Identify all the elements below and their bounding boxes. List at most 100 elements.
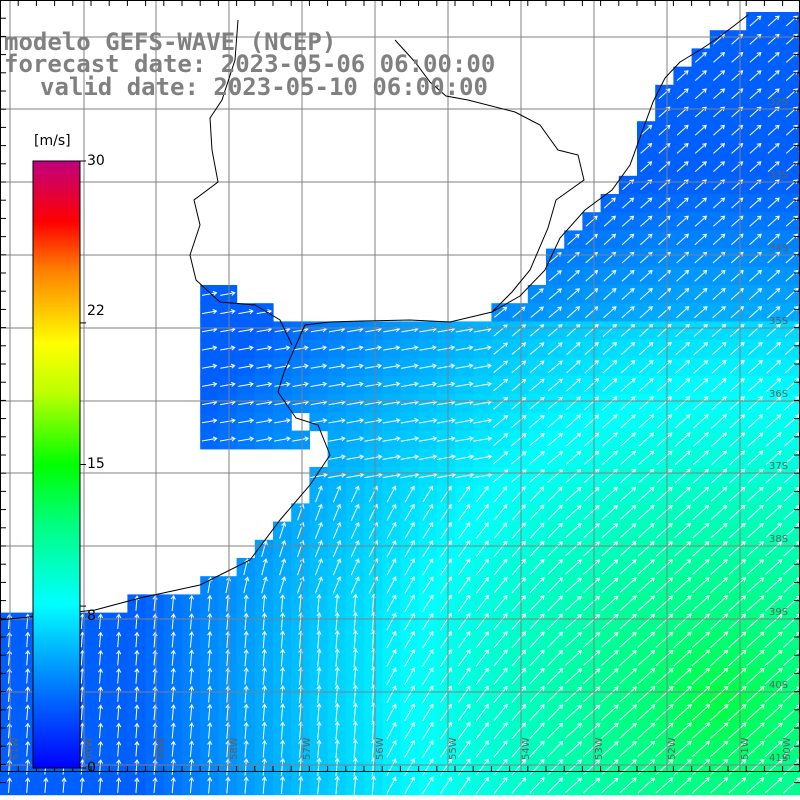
wind-arrow-head [261, 721, 267, 727]
wind-arrow-shaft [280, 631, 284, 649]
wind-arrow-shaft [674, 468, 691, 484]
wind-arrow [564, 722, 583, 739]
wind-arrow-shaft [728, 631, 747, 648]
wind-arrow-head [612, 341, 618, 347]
wind-arrow [494, 504, 508, 521]
wind-arrow-shaft [262, 667, 266, 685]
wind-arrow [279, 521, 287, 539]
wind-arrow [619, 486, 637, 502]
wind-arrow-head [25, 649, 31, 655]
wind-arrow-head [613, 541, 619, 546]
wind-arrow-shaft [353, 594, 357, 613]
wind-arrow-shaft [619, 650, 637, 666]
wind-arrow-shaft [529, 686, 545, 703]
wind-arrow-shaft [619, 577, 637, 593]
wind-arrow [529, 631, 545, 648]
wind-arrow-head [377, 345, 383, 351]
wind-arrow-shaft [511, 324, 526, 337]
wind-arrow [188, 685, 195, 703]
wind-arrow [350, 503, 360, 521]
wind-arrow [710, 577, 728, 594]
wind-arrow-shaft [135, 650, 138, 666]
wind-arrow-head [410, 503, 415, 509]
wind-arrow-shaft [292, 401, 309, 406]
wind-arrow [712, 287, 726, 300]
wind-arrow [675, 341, 691, 356]
wind-arrow-shaft [765, 432, 782, 447]
wind-arrow-head [721, 341, 727, 347]
wind-arrow-head [684, 306, 690, 311]
wind-arrow-head [687, 722, 692, 728]
wind-arrow [261, 648, 267, 667]
wind-arrow-shaft [117, 723, 120, 739]
wind-arrow-head [521, 451, 527, 456]
wind-arrow-head [450, 417, 456, 423]
wind-arrow-shaft [713, 34, 725, 45]
wind-arrow [637, 541, 655, 557]
wind-arrow [603, 215, 616, 227]
wind-arrow [746, 613, 765, 630]
wind-arrow [511, 649, 527, 667]
wind-arrow-shaft [565, 541, 582, 557]
wind-arrow-shaft [621, 233, 635, 246]
wind-arrow [25, 668, 31, 684]
wind-arrow [727, 704, 747, 722]
wind-arrow [152, 649, 158, 666]
wind-arrow [692, 559, 710, 575]
wind-arrow [710, 595, 728, 612]
wind-arrow-head [230, 290, 236, 296]
wind-arrow [711, 341, 727, 356]
wind-arrow-shaft [238, 365, 254, 369]
wind-arrow-head [757, 306, 763, 311]
wind-arrow [352, 611, 358, 631]
wind-arrow-head [740, 450, 746, 456]
wind-arrow-head [668, 522, 673, 528]
wind-arrow-head [317, 503, 323, 509]
wind-arrow [386, 630, 397, 649]
wind-arrow-shaft [99, 668, 102, 684]
wind-arrow-shaft [749, 15, 762, 27]
wind-arrow-head [739, 323, 745, 329]
wind-arrow [691, 704, 711, 722]
wind-arrow-head [776, 341, 782, 347]
wind-arrow-shaft [475, 577, 489, 594]
wind-arrow-head [466, 721, 471, 727]
wind-arrow-shaft [422, 631, 434, 649]
wind-arrow-shaft [368, 576, 378, 594]
wind-arrow [767, 215, 780, 227]
wind-arrow-shaft [493, 722, 508, 740]
wind-arrow [674, 396, 691, 411]
wind-arrow-shaft [619, 487, 636, 502]
wind-arrow-head [391, 503, 397, 509]
wind-arrow-shaft [692, 541, 710, 557]
wind-arrow-head [702, 70, 707, 75]
wind-arrow [619, 668, 637, 685]
wind-arrow-shaft [328, 328, 345, 333]
longitude-label: 53W [594, 737, 605, 760]
wind-arrow-head [432, 363, 438, 369]
wind-arrow-shaft [280, 649, 284, 667]
wind-arrow-head [612, 432, 618, 438]
wind-arrow [511, 378, 527, 392]
wind-arrow-shaft [766, 360, 781, 374]
wind-arrow-head [377, 381, 383, 387]
wind-arrow-shaft [80, 668, 83, 684]
wind-arrow-head [648, 269, 653, 275]
wind-arrow-head [469, 454, 475, 460]
wind-arrow [601, 686, 619, 703]
wind-arrow-head [557, 270, 562, 275]
wind-arrow-head [503, 342, 508, 348]
wind-arrow-shaft [638, 468, 655, 484]
wind-arrow-shaft [693, 378, 709, 392]
wind-arrow [730, 306, 745, 319]
wind-arrow-shaft [262, 686, 266, 703]
wind-arrow [457, 721, 471, 740]
wind-arrow-shaft [655, 577, 673, 594]
wind-arrow-head [613, 722, 619, 728]
wind-arrow-head [614, 686, 619, 692]
wind-arrow [638, 414, 655, 429]
wind-arrow [382, 381, 401, 388]
wind-arrow-head [722, 522, 728, 528]
wind-arrow-head [793, 106, 798, 112]
wind-arrow-shaft [585, 234, 598, 245]
